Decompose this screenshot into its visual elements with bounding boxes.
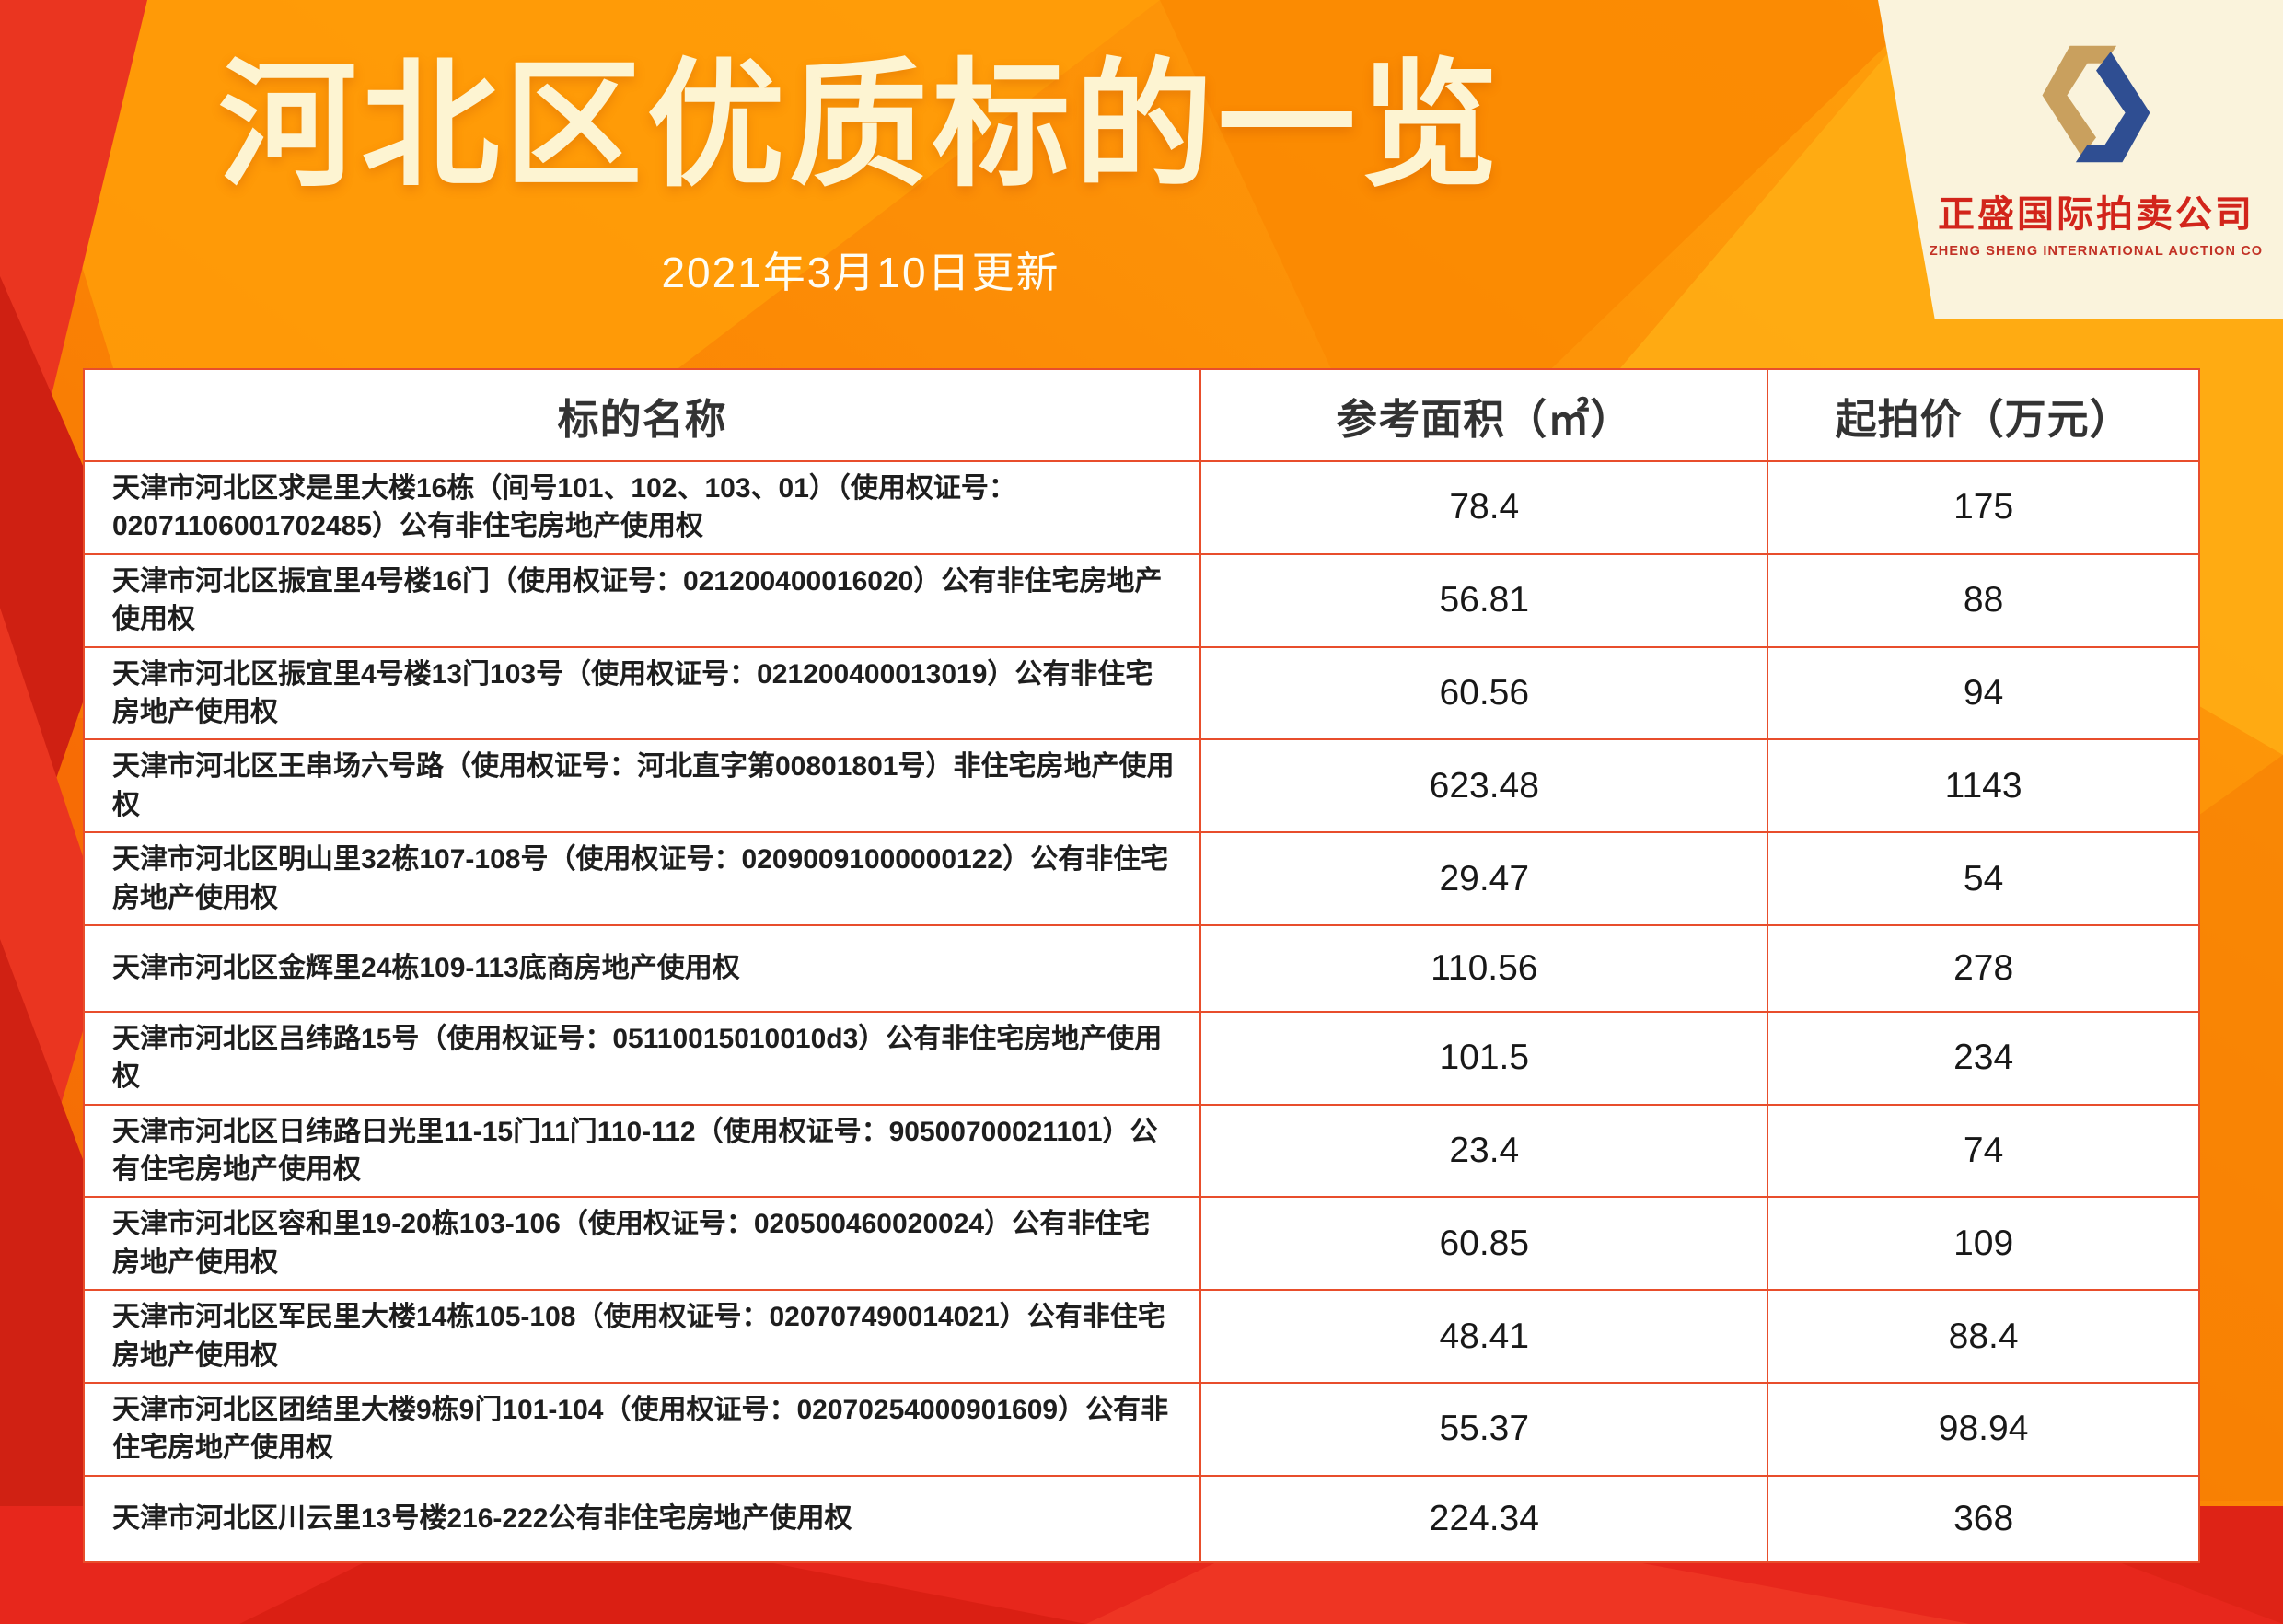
- lot-price: 368: [1767, 1474, 2200, 1563]
- table-row: 天津市河北区军民里大楼14栋105-108（使用权证号：020707490014…: [82, 1289, 2200, 1385]
- interlocked-diamond-icon: [2042, 45, 2150, 163]
- lot-area: 48.41: [1199, 1289, 1769, 1385]
- table-row: 天津市河北区振宜里4号楼16门（使用权证号：021200400016020）公有…: [82, 552, 2200, 648]
- logo-panel: 正盛国际拍卖公司 ZHENG SHENG INTERNATIONAL AUCTI…: [1878, 0, 2283, 319]
- lot-name: 天津市河北区容和里19-20栋103-106（使用权证号：02050046002…: [82, 1196, 1202, 1292]
- table-row: 天津市河北区明山里32栋107-108号（使用权证号：0209009100000…: [82, 831, 2200, 926]
- lot-price: 175: [1767, 460, 2200, 555]
- lot-area: 60.85: [1199, 1196, 1769, 1292]
- table-body: 天津市河北区求是里大楼16栋（间号101、102、103、01）（使用权证号：0…: [82, 460, 2200, 1563]
- table-header-name: 标的名称: [82, 368, 1202, 462]
- auction-table: 标的名称 参考面积（㎡） 起拍价（万元） 天津市河北区求是里大楼16栋（间号10…: [82, 368, 2200, 1563]
- lot-price: 74: [1767, 1103, 2200, 1199]
- lot-area: 623.48: [1199, 738, 1769, 834]
- company-name-en: ZHENG SHENG INTERNATIONAL AUCTION CO: [1929, 244, 2264, 259]
- table-row: 天津市河北区容和里19-20栋103-106（使用权证号：02050046002…: [82, 1196, 2200, 1292]
- lot-name: 天津市河北区明山里32栋107-108号（使用权证号：0209009100000…: [82, 831, 1202, 926]
- lot-name: 天津市河北区川云里13号楼216-222公有非住宅房地产使用权: [82, 1474, 1202, 1563]
- table-row: 天津市河北区吕纬路15号（使用权证号：05110015010010d3）公有非住…: [82, 1010, 2200, 1106]
- lot-area: 224.34: [1199, 1474, 1769, 1563]
- lot-name: 天津市河北区吕纬路15号（使用权证号：05110015010010d3）公有非住…: [82, 1010, 1202, 1106]
- table-row: 天津市河北区振宜里4号楼13门103号（使用权证号：02120040001301…: [82, 645, 2200, 741]
- lot-price: 88: [1767, 552, 2200, 648]
- lot-name: 天津市河北区军民里大楼14栋105-108（使用权证号：020707490014…: [82, 1289, 1202, 1385]
- company-name: 正盛国际拍卖公司: [1938, 194, 2254, 235]
- lot-area: 23.4: [1199, 1103, 1769, 1199]
- table-header-area: 参考面积（㎡）: [1199, 368, 1769, 462]
- lot-area: 55.37: [1199, 1382, 1769, 1477]
- lot-price: 109: [1767, 1196, 2200, 1292]
- lot-name: 天津市河北区金辉里24栋109-113底商房地产使用权: [82, 923, 1202, 1013]
- lot-price: 98.94: [1767, 1382, 2200, 1477]
- header: 河北区优质标的一览 2021年3月10日更新: [138, 48, 1583, 300]
- lot-area: 60.56: [1199, 645, 1769, 741]
- page-title: 河北区优质标的一览: [218, 48, 1503, 203]
- lot-name: 天津市河北区振宜里4号楼13门103号（使用权证号：02120040001301…: [82, 645, 1202, 741]
- table-row: 天津市河北区川云里13号楼216-222公有非住宅房地产使用权 224.34 3…: [82, 1474, 2200, 1563]
- lot-area: 101.5: [1199, 1010, 1769, 1106]
- lot-price: 234: [1767, 1010, 2200, 1106]
- lot-price: 1143: [1767, 738, 2200, 834]
- lot-price: 88.4: [1767, 1289, 2200, 1385]
- update-date: 2021年3月10日更新: [661, 248, 1060, 296]
- lot-name: 天津市河北区振宜里4号楼16门（使用权证号：021200400016020）公有…: [82, 552, 1202, 648]
- lot-area: 110.56: [1199, 923, 1769, 1013]
- lot-name: 天津市河北区团结里大楼9栋9门101-104（使用权证号：02070254000…: [82, 1382, 1202, 1477]
- table-row: 天津市河北区团结里大楼9栋9门101-104（使用权证号：02070254000…: [82, 1382, 2200, 1477]
- table-row: 天津市河北区日纬路日光里11-15门11门110-112（使用权证号：90500…: [82, 1103, 2200, 1199]
- lot-name: 天津市河北区求是里大楼16栋（间号101、102、103、01）（使用权证号：0…: [82, 460, 1202, 555]
- table-row: 天津市河北区王串场六号路（使用权证号：河北直字第00801801号）非住宅房地产…: [82, 738, 2200, 834]
- table-row: 天津市河北区金辉里24栋109-113底商房地产使用权 110.56 278: [82, 923, 2200, 1013]
- table-header-price: 起拍价（万元）: [1767, 368, 2200, 462]
- lot-price: 94: [1767, 645, 2200, 741]
- lot-area: 56.81: [1199, 552, 1769, 648]
- table-header: 标的名称 参考面积（㎡） 起拍价（万元）: [82, 368, 2200, 462]
- lot-area: 29.47: [1199, 831, 1769, 926]
- lot-price: 278: [1767, 923, 2200, 1013]
- lot-name: 天津市河北区王串场六号路（使用权证号：河北直字第00801801号）非住宅房地产…: [82, 738, 1202, 834]
- lot-price: 54: [1767, 831, 2200, 926]
- table-row: 天津市河北区求是里大楼16栋（间号101、102、103、01）（使用权证号：0…: [82, 460, 2200, 555]
- lot-name: 天津市河北区日纬路日光里11-15门11门110-112（使用权证号：90500…: [82, 1103, 1202, 1199]
- lot-area: 78.4: [1199, 460, 1769, 555]
